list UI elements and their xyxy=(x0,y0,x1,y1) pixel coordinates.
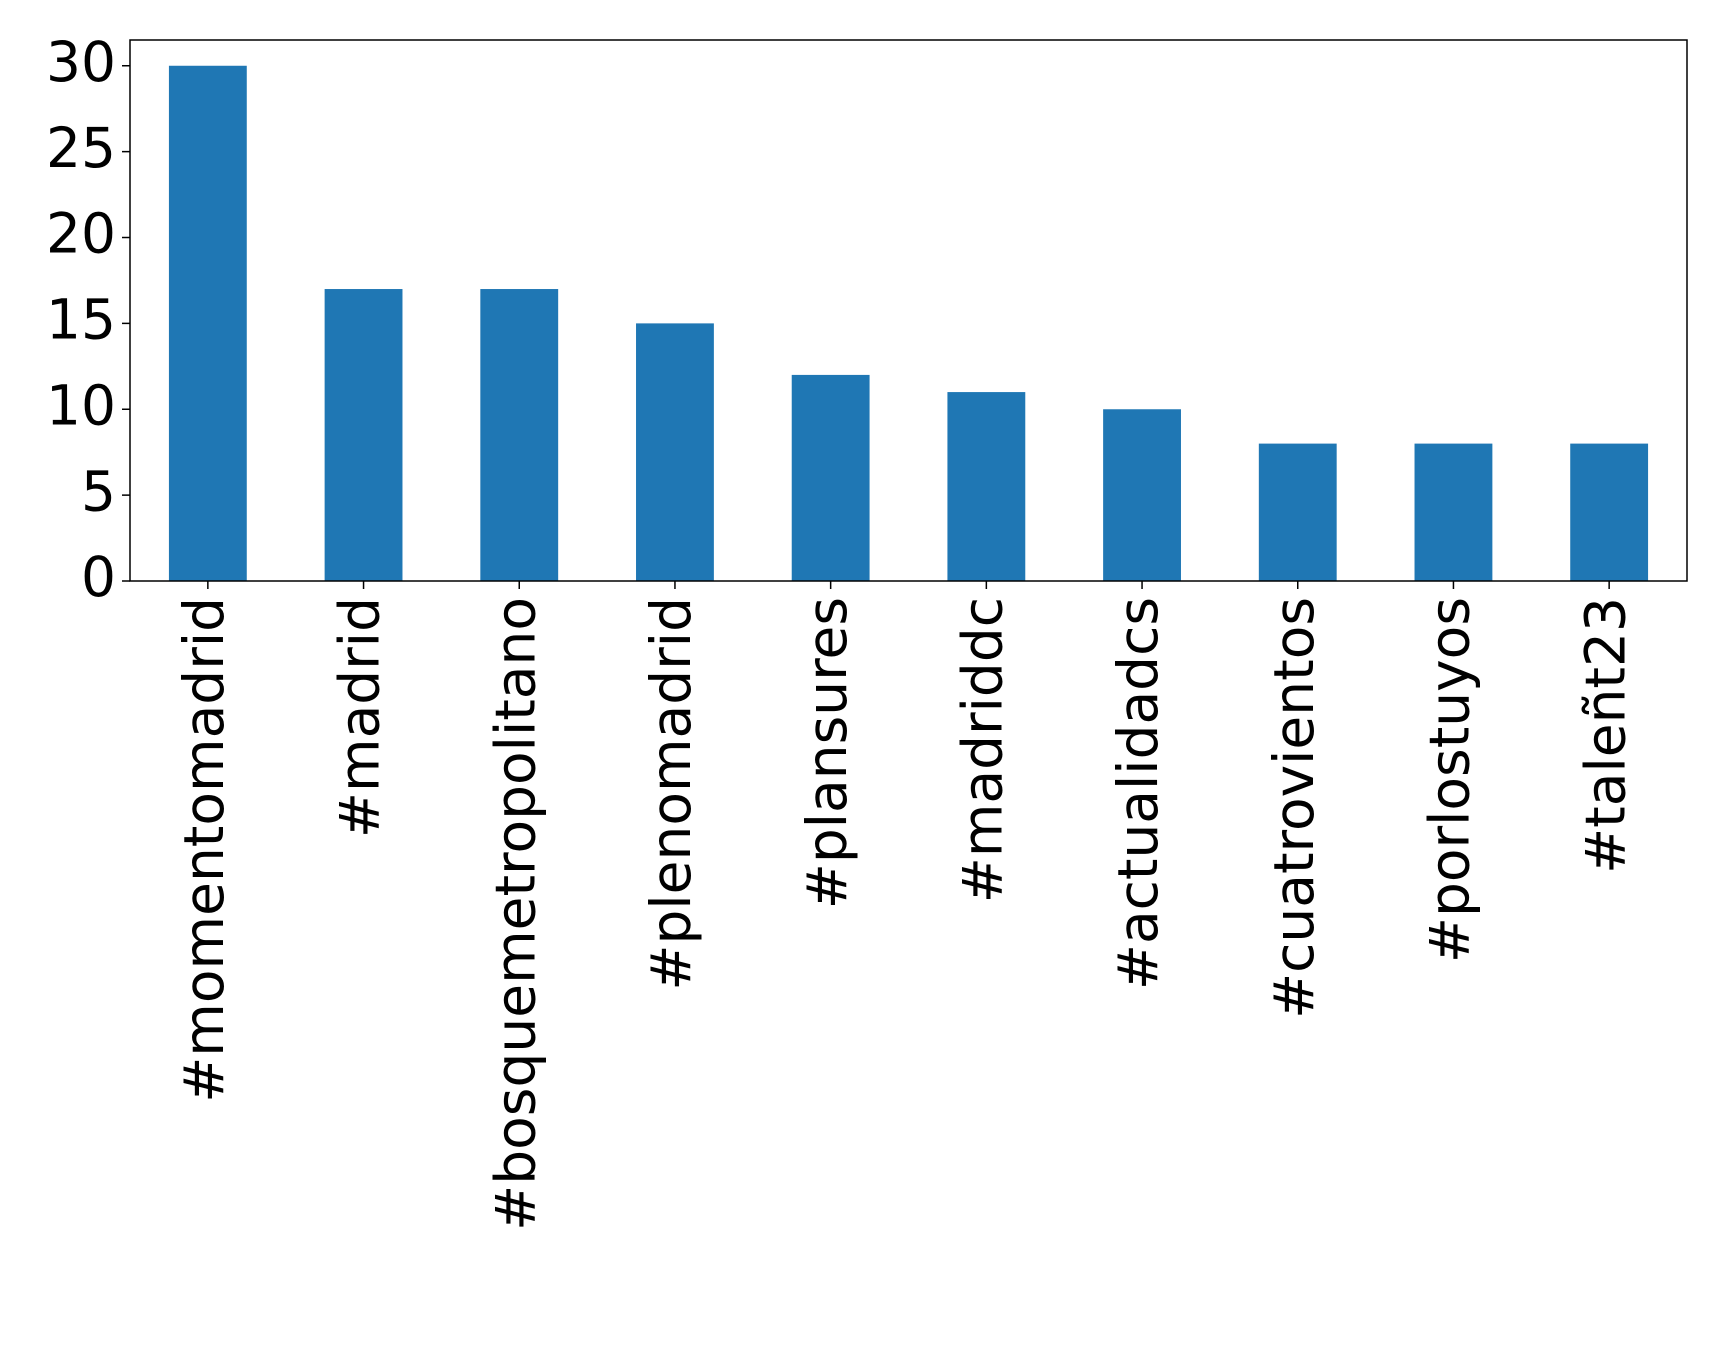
y-tick-label: 25 xyxy=(46,116,116,180)
bar xyxy=(947,392,1026,581)
bar xyxy=(480,289,559,581)
y-tick-label: 10 xyxy=(46,373,116,437)
y-tick-label: 15 xyxy=(46,288,116,352)
x-tick-label: #madriddc xyxy=(950,597,1014,903)
x-tick-label: #cuatrovientos xyxy=(1262,597,1326,1019)
y-tick-label: 0 xyxy=(81,545,116,609)
plot-frame xyxy=(129,39,1688,582)
bar xyxy=(324,289,403,581)
x-tick-label: #actualidadcs xyxy=(1106,597,1170,990)
x-tick-label: #bosquemetropolitano xyxy=(483,597,547,1231)
bar xyxy=(791,374,870,581)
y-tick-label: 20 xyxy=(46,202,116,266)
x-tick-label: #momentomadrid xyxy=(172,597,236,1103)
x-tick-label: #plenomadrid xyxy=(639,597,703,991)
bar xyxy=(1570,443,1649,581)
x-tick-label: #taleñt23 xyxy=(1573,597,1637,874)
x-tick-label: #plansures xyxy=(795,597,859,909)
y-tick-label: 5 xyxy=(81,459,116,523)
bar xyxy=(1414,443,1493,581)
bar xyxy=(1258,443,1337,581)
bar xyxy=(1103,409,1181,581)
x-tick-label: #madrid xyxy=(328,597,392,838)
y-tick-label: 30 xyxy=(46,30,116,94)
x-tick-label: #porlostuyos xyxy=(1418,597,1482,963)
bar xyxy=(636,323,714,581)
bar xyxy=(168,65,247,581)
